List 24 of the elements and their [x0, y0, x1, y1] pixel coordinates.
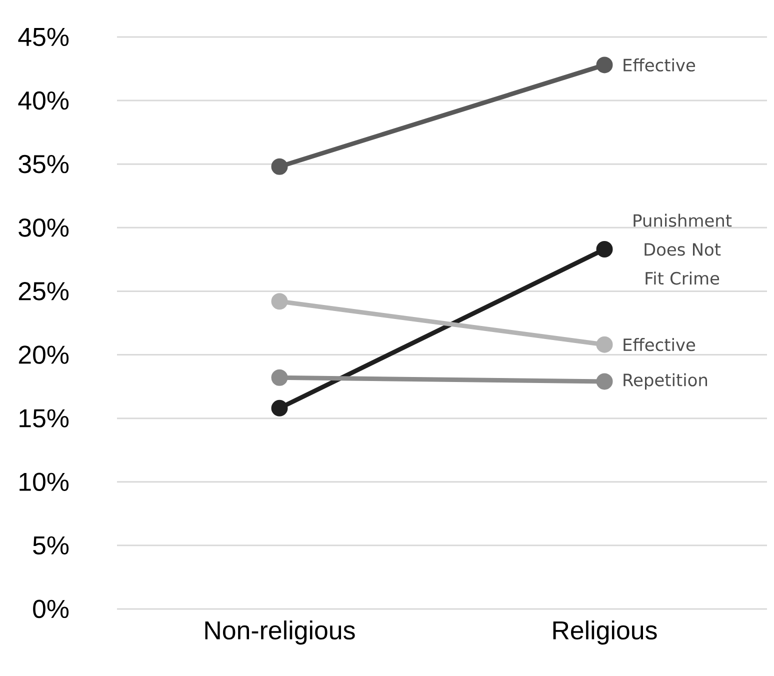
point: [596, 336, 613, 353]
y-tick-label: 25%: [18, 282, 69, 300]
y-tick-label: 5%: [33, 536, 69, 555]
series-label: Effective: [624, 338, 696, 352]
y-tick-label: 40%: [18, 91, 69, 110]
y-tick-label: 10%: [20, 472, 69, 492]
point: [271, 400, 288, 416]
series-label: Effective: [624, 58, 696, 72]
series-label: Repetition: [624, 373, 707, 390]
point: [596, 56, 613, 74]
point: [271, 158, 288, 175]
y-tick-label: 35%: [18, 154, 69, 174]
point: [271, 293, 288, 310]
series-label: Punishment Does Not Fit Crime: [634, 214, 732, 285]
y-tick-label: 0%: [33, 600, 69, 618]
y-tick-label: 20%: [18, 346, 69, 364]
x-tick-label: Non-religious: [205, 620, 355, 645]
y-tick-label: 45%: [18, 28, 69, 46]
point: [271, 369, 288, 386]
y-tick-label: 15%: [20, 409, 69, 428]
x-tick-label: Religious: [553, 620, 657, 645]
point: [596, 241, 613, 258]
point: [596, 373, 613, 390]
y-tick-label: 30%: [18, 218, 69, 237]
